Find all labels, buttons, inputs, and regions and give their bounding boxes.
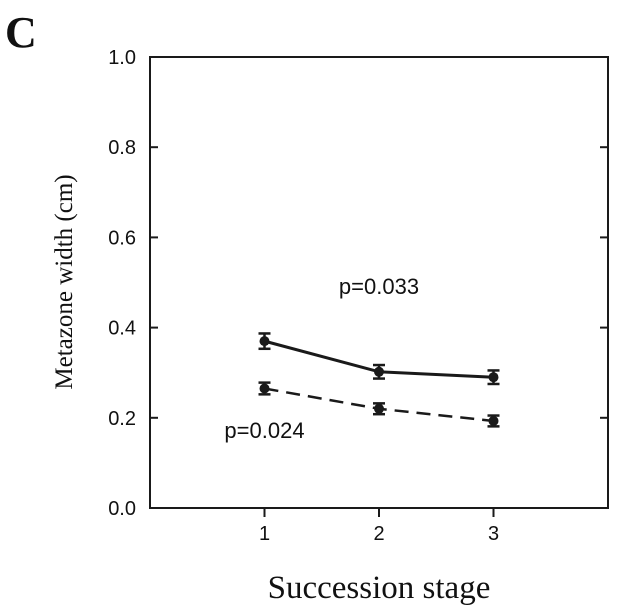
data-point xyxy=(259,336,270,347)
y-axis: 0.0 0.2 0.4 0.6 0.8 1.0 xyxy=(108,47,608,520)
y-tick-label: 0.2 xyxy=(108,408,136,430)
y-tick-label: 1.0 xyxy=(108,47,136,69)
x-axis-label: Succession stage xyxy=(268,570,491,606)
x-tick-label: 3 xyxy=(488,523,499,545)
series-layer xyxy=(258,332,500,428)
x-tick-label: 1 xyxy=(259,523,270,545)
data-point xyxy=(488,415,499,426)
y-tick-label: 0.6 xyxy=(108,227,136,249)
data-point xyxy=(259,383,270,394)
annotation-layer: p=0.033 p=0.024 xyxy=(224,274,419,443)
p-value-annotation: p=0.033 xyxy=(339,274,419,299)
p-value-annotation: p=0.024 xyxy=(224,418,304,443)
series-1 xyxy=(258,332,500,386)
x-axis: 1 2 3 xyxy=(259,508,499,545)
data-point xyxy=(488,372,499,383)
y-tick-label: 0.0 xyxy=(108,498,136,520)
y-tick-label: 0.4 xyxy=(108,318,136,340)
series-2 xyxy=(258,381,500,428)
y-axis-label: Metazone width (cm) xyxy=(51,174,78,389)
data-point xyxy=(374,366,384,377)
data-point xyxy=(374,403,384,414)
panel-label: C xyxy=(5,8,37,57)
x-tick-label: 2 xyxy=(373,523,384,545)
y-tick-label: 0.8 xyxy=(108,137,136,159)
